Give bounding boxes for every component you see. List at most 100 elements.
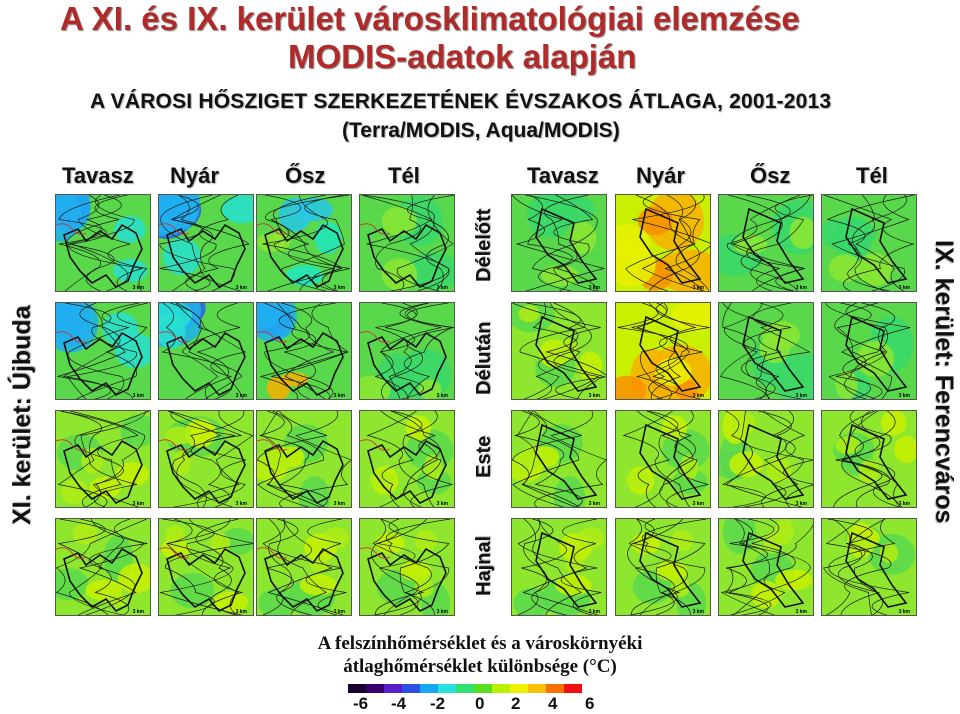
contour-line xyxy=(742,411,806,507)
contour-line xyxy=(628,519,691,615)
contour-line xyxy=(517,411,580,507)
temperature-area xyxy=(222,195,253,224)
contour-line xyxy=(364,195,450,291)
temperature-area xyxy=(360,375,391,399)
temperature-area xyxy=(265,445,292,470)
main-title-line2: MODIS-adatok alapján xyxy=(288,38,637,75)
contour-line xyxy=(166,519,239,615)
contour-line xyxy=(512,195,573,291)
contour-line xyxy=(266,519,313,615)
contour-line xyxy=(526,303,606,399)
map-contour-image xyxy=(257,519,350,615)
contour-line xyxy=(388,519,450,615)
contour-line xyxy=(642,195,710,291)
map-panel-left-Este-Nyár: 3 km xyxy=(158,410,254,508)
map-contour-image xyxy=(360,519,451,615)
map-panel-right-Este-Nyár: 3 km xyxy=(615,410,711,508)
scale-bar-label: 3 km xyxy=(898,285,910,291)
season-header-right-winter: Tél xyxy=(856,163,888,188)
contour-line xyxy=(375,519,427,615)
contour-line xyxy=(542,303,600,399)
legend-title-line2: átlaghőmérséklet különbsége (°C) xyxy=(343,656,617,677)
map-panel-right-Este-Ősz: 3 km xyxy=(718,410,814,508)
map-panel-right-Este-Tavasz: 3 km xyxy=(511,410,607,508)
map-panel-right-Hajnal-Ősz: 3 km xyxy=(718,518,814,616)
right-district-label: IX. kerület: Ferencváros xyxy=(930,240,958,524)
scale-bar-label: 3 km xyxy=(795,285,807,291)
legend-tick: -6 xyxy=(353,694,369,713)
contour-line xyxy=(257,411,328,507)
district-boundary xyxy=(264,547,344,612)
season-header-left-summer: Nyár xyxy=(170,163,219,188)
river-line xyxy=(56,547,87,559)
contour-line xyxy=(262,519,347,615)
contour-line xyxy=(57,303,133,399)
district-boundary xyxy=(63,547,143,612)
contour-line xyxy=(522,519,599,615)
river-line xyxy=(360,547,391,559)
contour-line xyxy=(650,303,710,399)
temperature-area xyxy=(858,459,880,485)
legend-tick: 2 xyxy=(511,694,521,713)
contour-line xyxy=(170,411,235,507)
contour-line xyxy=(836,303,883,399)
legend-swatch xyxy=(456,684,474,693)
district-boundary xyxy=(639,315,702,392)
river-line xyxy=(360,331,391,343)
scale-bar-label: 3 km xyxy=(588,285,600,291)
scale-bar-label: 3 km xyxy=(692,393,704,399)
contour-line xyxy=(268,519,327,615)
left-district-label: XI. kerület: Újbuda xyxy=(8,305,36,525)
contour-line xyxy=(842,411,891,507)
contour-line xyxy=(259,411,328,507)
scale-bar-label: 3 km xyxy=(132,609,144,615)
scale-bar-label: 3 km xyxy=(795,609,807,615)
district-boundary xyxy=(535,315,598,392)
temperature-area xyxy=(298,476,331,507)
map-panel-left-Este-Tavasz: 3 km xyxy=(55,410,151,508)
contour-line xyxy=(828,519,910,615)
temperature-area xyxy=(72,523,98,545)
river-line xyxy=(56,439,87,451)
temperature-area xyxy=(173,450,191,476)
season-header-left-winter: Tél xyxy=(388,163,420,188)
map-panel-left-Hajnal-Tél: 3 km xyxy=(359,518,455,616)
district-boundary xyxy=(639,207,702,284)
temperature-area xyxy=(542,195,596,226)
river-line xyxy=(159,331,190,343)
contour-line xyxy=(825,303,911,399)
contour-line xyxy=(262,411,325,507)
legend-swatch xyxy=(474,684,492,693)
season-header-left-spring: Tavasz xyxy=(62,163,134,188)
contour-line xyxy=(721,411,796,507)
temperature-area xyxy=(295,197,333,222)
map-panel-right-Hajnal-Nyár: 3 km xyxy=(615,518,711,616)
map-panel-right-Délelőtt-Nyár: 3 km xyxy=(615,194,711,292)
contour-line xyxy=(553,195,599,291)
temperature-area xyxy=(774,569,813,591)
scale-bar-label: 3 km xyxy=(588,609,600,615)
temperature-area xyxy=(553,476,586,507)
contour-line xyxy=(372,519,451,615)
river-line xyxy=(360,223,391,235)
district-boundary xyxy=(166,331,246,396)
map-contour-image xyxy=(823,519,916,615)
row-label-morning: Délelőtt xyxy=(473,208,495,282)
contour-line xyxy=(271,303,349,399)
contour-line xyxy=(257,411,325,507)
temperature-area xyxy=(518,305,540,323)
temperature-area xyxy=(520,445,547,470)
contour-line xyxy=(168,411,243,507)
scale-bar-label: 3 km xyxy=(795,393,807,399)
temperature-area xyxy=(221,528,253,555)
map-contour-image xyxy=(512,411,606,507)
contour-line xyxy=(77,195,148,291)
river-line xyxy=(257,439,288,451)
scale-bar-label: 3 km xyxy=(333,501,345,507)
map-contour-image xyxy=(719,411,813,507)
river-line xyxy=(159,439,190,451)
map-panel-left-Délelőtt-Nyár: 3 km xyxy=(158,194,254,292)
subtitle-line2: (Terra/MODIS, Aqua/MODIS) xyxy=(342,119,620,142)
scale-bar-label: 3 km xyxy=(436,609,448,615)
temperature-area xyxy=(56,303,99,353)
